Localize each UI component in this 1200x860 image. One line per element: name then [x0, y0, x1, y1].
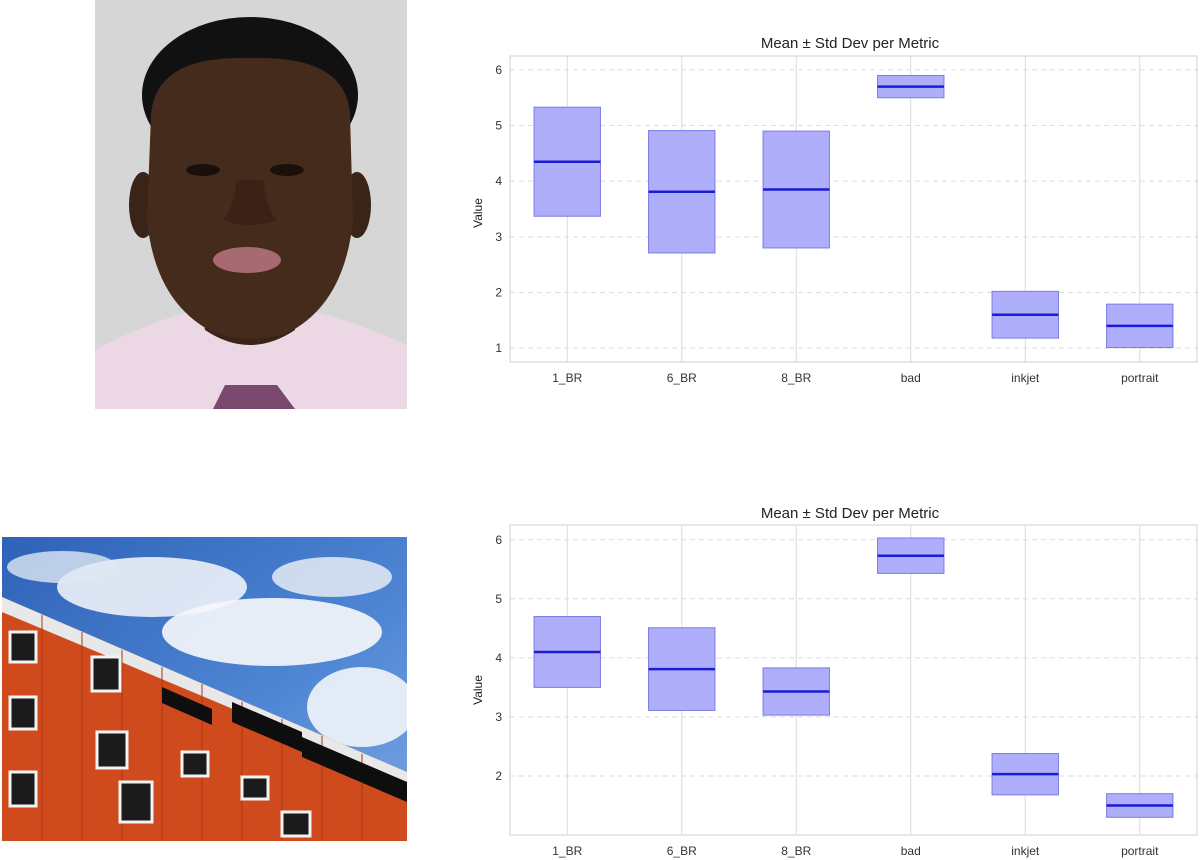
x-tick-label: 1_BR [552, 371, 582, 385]
chart-title: Mean ± Std Dev per Metric [761, 505, 940, 522]
y-axis-label: Value [471, 675, 485, 705]
x-tick-label: 1_BR [552, 844, 582, 858]
x-tick-label: bad [901, 371, 921, 385]
plot-frame [509, 55, 1198, 363]
portrait-photo [95, 0, 407, 409]
y-tick-label: 4 [495, 651, 502, 665]
plot-frame [509, 524, 1198, 836]
y-tick-label: 4 [495, 174, 502, 188]
chart-top: Mean ± Std Dev per Metric Value 1 2 3 4 5 6 1_… [460, 28, 1200, 398]
x-tick-label: 6_BR [667, 844, 697, 858]
mean-std-chart-bottom: Mean ± Std Dev per Metric Value 2 3 4 5 6 1_B… [471, 505, 1198, 858]
plot-area: 2 3 4 5 6 1_BR 6_BR 8_BR bad inkjet portrait [495, 524, 1198, 858]
plot-area: 1 2 3 4 5 6 1_BR 6_BR 8_BR bad inkjet portrait [495, 55, 1198, 385]
y-tick-label: 6 [495, 533, 502, 547]
chart-title: Mean ± Std Dev per Metric [761, 35, 940, 52]
y-tick-label: 2 [495, 285, 502, 299]
mean-std-chart-top: Mean ± Std Dev per Metric Value 1 2 3 4 5 6 1_… [471, 35, 1198, 385]
y-tick-label: 3 [495, 710, 502, 724]
y-tick-label: 5 [495, 119, 502, 133]
x-tick-label: bad [901, 844, 921, 858]
x-tick-label: 8_BR [781, 844, 811, 858]
x-tick-label: inkjet [1011, 371, 1040, 385]
chart-bottom: Mean ± Std Dev per Metric Value 2 3 4 5 6 1_B… [460, 500, 1200, 860]
y-tick-label: 1 [495, 341, 502, 355]
x-tick-label: portrait [1121, 371, 1159, 385]
y-tick-label: 3 [495, 230, 502, 244]
y-tick-label: 2 [495, 769, 502, 783]
x-tick-label: portrait [1121, 844, 1159, 858]
building-photo [2, 537, 407, 841]
y-tick-label: 5 [495, 592, 502, 606]
x-tick-label: 8_BR [781, 371, 811, 385]
y-axis-label: Value [471, 198, 485, 228]
y-tick-label: 6 [495, 63, 502, 77]
x-tick-label: inkjet [1011, 844, 1040, 858]
x-tick-label: 6_BR [667, 371, 697, 385]
